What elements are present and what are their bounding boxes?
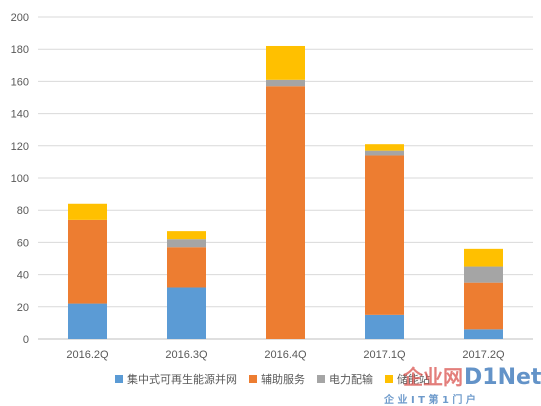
bars	[68, 45, 503, 339]
legend-swatch	[249, 375, 257, 383]
y-tick-label: 160	[11, 76, 29, 88]
bar-segment	[167, 247, 206, 288]
y-tick-label: 0	[23, 334, 29, 346]
y-tick-label: 200	[11, 12, 29, 24]
watermark-sub-text: 企 业 I T 第 1 门 户	[383, 393, 476, 406]
legend-label: 电力配输	[329, 372, 373, 386]
y-tick-label: 120	[11, 141, 29, 153]
bar-segment	[464, 248, 503, 267]
x-tick-label: 2016.2Q	[66, 349, 109, 361]
legend-label: 储能站	[397, 372, 430, 386]
x-tick-label: 2016.3Q	[165, 349, 208, 361]
legend-swatch	[385, 375, 393, 383]
bar-segment	[167, 231, 206, 240]
bar-segment	[464, 266, 503, 283]
y-tick-label: 180	[11, 44, 29, 56]
watermark-main-text: 企业网	[402, 365, 463, 389]
bar-segment	[365, 155, 404, 315]
y-tick-label: 80	[17, 205, 29, 217]
bar-segment	[68, 203, 107, 220]
x-tick-label: 2016.4Q	[264, 349, 307, 361]
legend: 集中式可再生能源并网 辅助服务 电力配输 储能站	[115, 372, 430, 386]
y-tick-label: 140	[11, 109, 29, 121]
y-tick-label: 100	[11, 173, 29, 185]
bar-segment	[464, 282, 503, 330]
x-axis-ticks: 2016.2Q 2016.3Q 2016.4Q 2017.1Q 2017.2Q	[66, 349, 505, 361]
bar-segment	[266, 79, 305, 87]
watermark-brand-text: D1Net	[464, 365, 541, 390]
bar-segment	[68, 219, 107, 304]
legend-label: 集中式可再生能源并网	[127, 372, 237, 386]
x-tick-label: 2017.1Q	[363, 349, 406, 361]
bar-segment	[365, 144, 404, 151]
y-tick-label: 60	[17, 237, 29, 249]
legend-label: 辅助服务	[261, 372, 305, 386]
legend-swatch	[317, 375, 325, 383]
y-tick-label: 40	[17, 270, 29, 282]
bar-segment	[266, 86, 305, 339]
legend-swatch	[115, 375, 123, 383]
bar-segment	[365, 150, 404, 156]
bar-segment	[167, 287, 206, 339]
bar-segment	[464, 329, 503, 339]
x-tick-label: 2017.2Q	[462, 349, 505, 361]
bar-segment	[365, 314, 404, 339]
y-tick-label: 20	[17, 302, 29, 314]
bar-segment	[266, 45, 305, 80]
watermark: 企业网 D1Net 企 业 I T 第 1 门 户	[383, 365, 541, 406]
y-axis-ticks: 0 20 40 60 80 100 120 140 160 180 200	[11, 12, 29, 346]
bar-segment	[68, 303, 107, 339]
bar-segment	[167, 239, 206, 248]
